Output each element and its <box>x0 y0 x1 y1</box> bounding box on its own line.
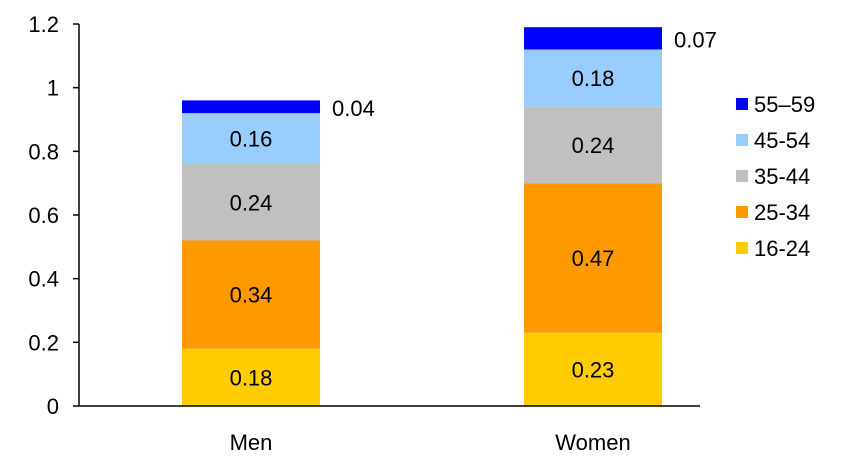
bar-stacks: 0.18 0.34 0.24 0.16 0.04 0.23 0.47 0.24 0.18 0.07 <box>182 27 717 406</box>
bar-segment-men-4 <box>182 113 320 165</box>
x-category-label: Women <box>555 430 630 455</box>
bar-segment-women-4 <box>524 49 662 107</box>
bar-segment-women-5 <box>524 27 662 50</box>
legend-label: 55–59 <box>754 92 815 117</box>
data-label: 0.34 <box>230 283 273 308</box>
x-category-label: Men <box>230 430 273 455</box>
legend-label: 45-54 <box>754 128 810 153</box>
y-axis: 0 0.2 0.4 0.6 0.8 1 1.2 <box>28 12 80 419</box>
legend: 55–59 45-54 35-44 25-34 16-24 <box>736 92 815 261</box>
legend-swatch <box>736 170 748 182</box>
y-tick-label: 0.8 <box>28 139 59 164</box>
legend-label: 35-44 <box>754 164 810 189</box>
legend-swatch <box>736 206 748 218</box>
y-tick-label: 0.6 <box>28 203 59 228</box>
x-axis: Men Women <box>79 405 700 455</box>
bar-segment-men-3 <box>182 164 320 241</box>
bar-segment-men-2 <box>182 240 320 349</box>
data-label: 0.24 <box>572 133 615 158</box>
data-label: 0.24 <box>230 190 273 215</box>
data-label: 0.23 <box>572 357 615 382</box>
bar-segment-women-2 <box>524 183 662 333</box>
bar-segment-women-3 <box>524 106 662 184</box>
y-tick-label: 1 <box>47 76 59 101</box>
legend-swatch <box>736 134 748 146</box>
legend-swatch <box>736 98 748 110</box>
data-label: 0.16 <box>230 127 273 152</box>
bar-segment-women-1 <box>524 332 662 406</box>
data-label: 0.18 <box>572 66 615 91</box>
bar-segment-men-1 <box>182 348 320 406</box>
data-label: 0.07 <box>674 27 717 52</box>
legend-swatch <box>736 242 748 254</box>
y-tick-label: 0 <box>47 394 59 419</box>
y-tick-label: 1.2 <box>28 12 59 37</box>
y-tick-label: 0.2 <box>28 330 59 355</box>
data-label: 0.18 <box>230 365 273 390</box>
data-label: 0.47 <box>572 246 615 271</box>
legend-label: 25-34 <box>754 200 810 225</box>
y-tick-label: 0.4 <box>28 267 59 292</box>
data-label: 0.04 <box>332 96 375 121</box>
legend-label: 16-24 <box>754 236 810 261</box>
bar-segment-men-5 <box>182 100 320 114</box>
